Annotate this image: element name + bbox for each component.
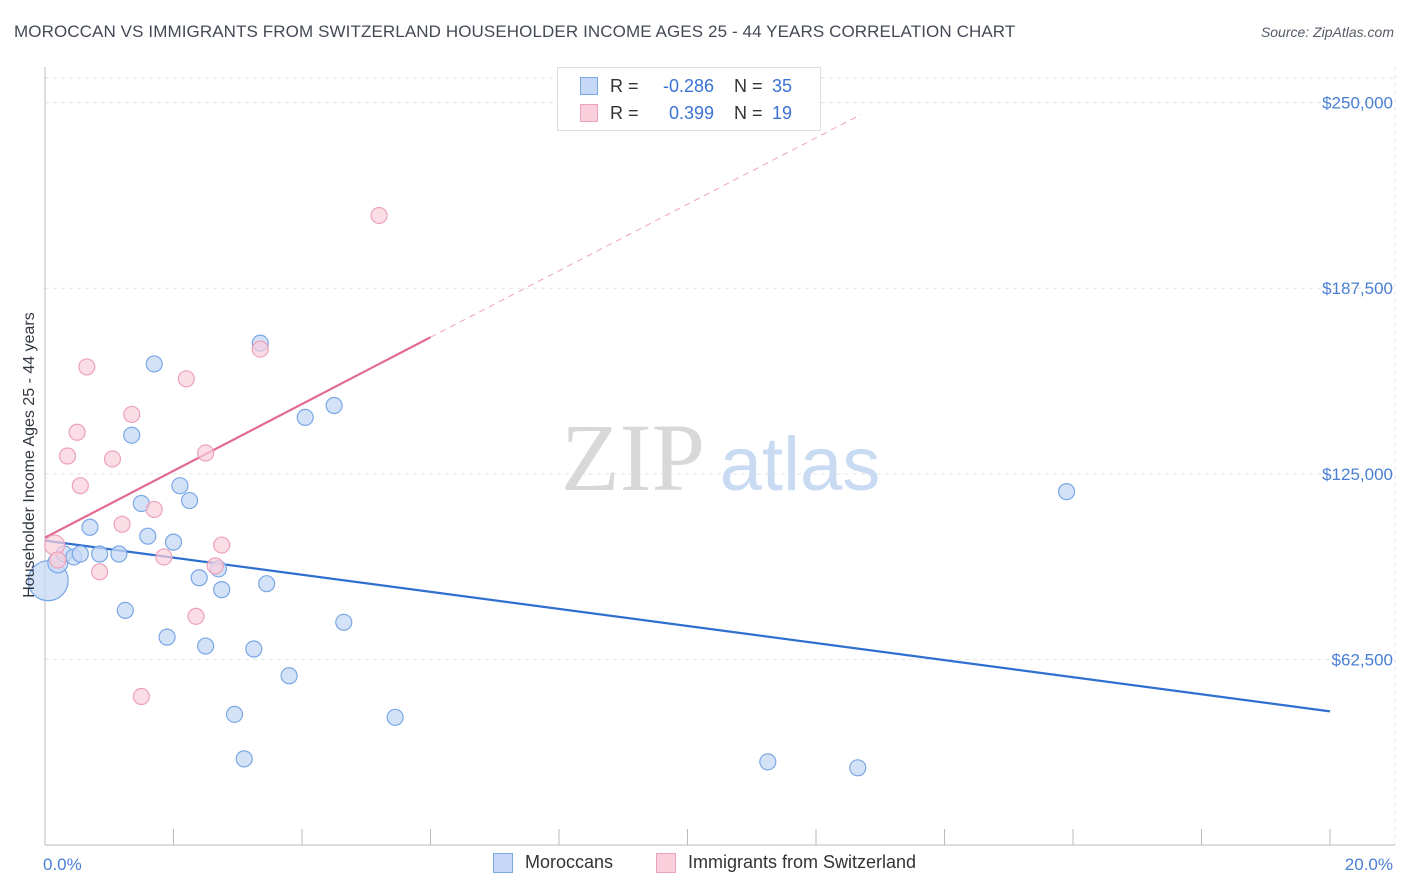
legend-n-label: N = <box>734 75 763 96</box>
legend-r-label: R = <box>610 102 639 123</box>
axes <box>44 67 1395 846</box>
point-swiss <box>113 515 131 533</box>
point-moroccans <box>235 750 253 768</box>
y-tick-label: $125,000 <box>1322 465 1393 484</box>
point-moroccans <box>171 477 189 495</box>
point-swiss <box>145 500 163 519</box>
point-moroccans <box>325 396 343 415</box>
x-tick-label: 20.0% <box>1345 855 1393 874</box>
point-moroccans <box>225 705 244 723</box>
trend-lines <box>44 114 1331 713</box>
point-moroccans <box>335 613 353 631</box>
point-swiss <box>187 607 205 625</box>
point-swiss <box>370 206 388 225</box>
legend-r-value: -0.286 <box>662 75 714 96</box>
point-moroccans <box>258 575 276 593</box>
trend-line-moroccans <box>44 539 1331 713</box>
point-swiss <box>78 358 96 376</box>
legend-row-moroccans: R = -0.286 N = 35 <box>580 73 792 99</box>
point-moroccans <box>386 708 404 726</box>
point-moroccans <box>1057 483 1076 501</box>
point-swiss <box>49 551 67 569</box>
point-swiss <box>71 477 89 495</box>
tick-labels: $62,500 $125,000 $187,500 $250,000 0.0% 20.0% <box>43 94 1393 874</box>
y-tick-label: $250,000 <box>1322 94 1393 113</box>
point-moroccans <box>280 667 298 685</box>
legend-row-swiss: R = 0.399 N = 19 <box>580 100 792 126</box>
watermark-atlas: atlas <box>720 422 881 507</box>
legend-n-value: 35 <box>772 75 793 96</box>
data-points <box>27 206 1076 777</box>
point-moroccans <box>116 601 134 620</box>
legend-n-label: N = <box>734 102 763 123</box>
legend-swatch-pink <box>580 104 598 122</box>
series-legend-label: Immigrants from Switzerland <box>688 852 917 872</box>
y-tick-label: $62,500 <box>1332 650 1393 669</box>
point-moroccans <box>71 545 89 563</box>
point-moroccans <box>190 569 208 587</box>
trend-line-swiss <box>44 336 432 539</box>
chart-title: MOROCCAN VS IMMIGRANTS FROM SWITZERLAND … <box>14 22 1016 41</box>
point-moroccans <box>158 628 176 646</box>
legend-swatch-blue <box>580 77 598 95</box>
point-moroccans <box>91 545 109 563</box>
legend-n-value: 19 <box>772 102 793 123</box>
series-legend-swiss: Immigrants from Switzerland <box>656 852 916 873</box>
legend-r-label: R = <box>610 75 639 96</box>
point-moroccans <box>849 759 867 777</box>
point-moroccans <box>139 527 157 545</box>
legend-r-value: 0.399 <box>668 102 714 123</box>
point-moroccans <box>245 640 263 658</box>
y-tick-label: $187,500 <box>1322 279 1393 298</box>
point-swiss <box>177 370 195 388</box>
point-moroccans <box>123 426 141 444</box>
point-swiss <box>251 340 269 358</box>
point-swiss <box>155 548 173 566</box>
point-swiss <box>123 405 141 424</box>
series-swatch-pink <box>656 852 676 873</box>
point-moroccans <box>180 491 199 510</box>
point-swiss <box>206 557 224 575</box>
point-moroccans <box>110 545 128 563</box>
point-swiss <box>197 444 215 462</box>
series-legend: Moroccans Immigrants from Switzerland <box>0 852 1406 878</box>
point-moroccans <box>197 637 215 655</box>
x-tick-label: 0.0% <box>43 855 82 874</box>
trend-line-swiss-extended <box>430 114 862 338</box>
point-moroccans <box>213 581 231 599</box>
point-swiss <box>58 447 77 465</box>
point-moroccans <box>145 355 163 373</box>
point-moroccans <box>81 518 99 536</box>
point-moroccans <box>759 753 777 771</box>
point-swiss <box>68 423 86 441</box>
y-axis-label: Householder Income Ages 25 - 44 years <box>21 312 38 598</box>
series-legend-moroccans: Moroccans <box>493 852 613 873</box>
source-label: Source: ZipAtlas.com <box>1260 24 1394 40</box>
series-legend-label: Moroccans <box>525 852 614 872</box>
series-swatch-blue <box>493 852 513 873</box>
point-moroccans <box>164 533 183 551</box>
point-swiss <box>103 450 122 468</box>
watermark: ZIP atlas <box>561 404 880 511</box>
watermark-zip: ZIP <box>561 404 705 511</box>
point-moroccans <box>296 408 314 426</box>
point-swiss <box>91 563 109 581</box>
correlation-legend: R = -0.286 N = 35 R = 0.399 N = 19 <box>557 67 821 131</box>
point-swiss <box>213 536 231 554</box>
point-swiss <box>132 687 150 706</box>
